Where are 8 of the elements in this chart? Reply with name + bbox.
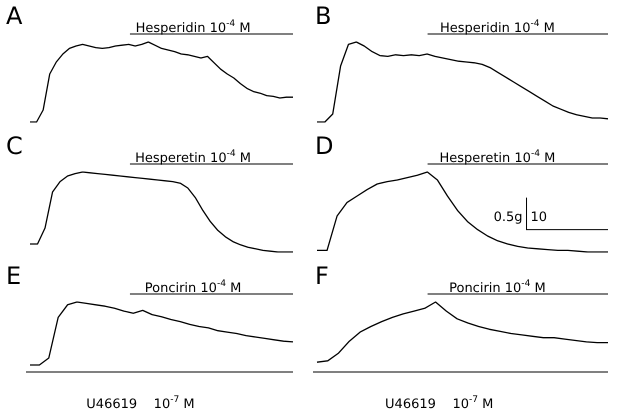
chart-title: A: [6, 2, 23, 30]
chart-title: B: [315, 2, 332, 30]
chart-title: F: [315, 262, 329, 290]
chart-title: D: [315, 132, 334, 160]
annotation: 0.5g: [494, 210, 523, 225]
chart-title: E: [6, 262, 22, 290]
annotation: 10: [530, 210, 548, 225]
chart-title: C: [6, 132, 23, 160]
